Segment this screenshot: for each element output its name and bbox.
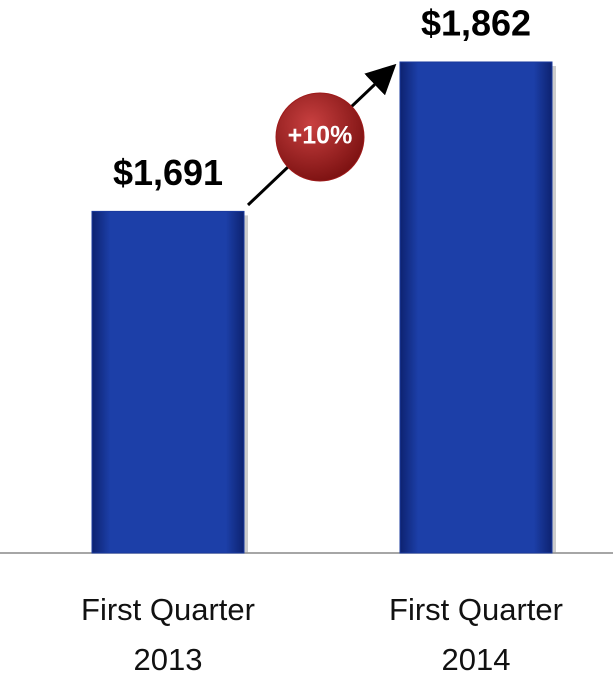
growth-badge	[275, 92, 365, 182]
bar	[91, 210, 245, 554]
x-tick-label: First Quarter 2013	[81, 592, 255, 677]
value-label: $1,862	[421, 3, 531, 44]
x-tick-label: First Quarter 2014	[389, 592, 563, 677]
bar	[399, 61, 553, 554]
growth-label: +10%	[288, 122, 353, 150]
value-label: $1,691	[113, 152, 223, 193]
